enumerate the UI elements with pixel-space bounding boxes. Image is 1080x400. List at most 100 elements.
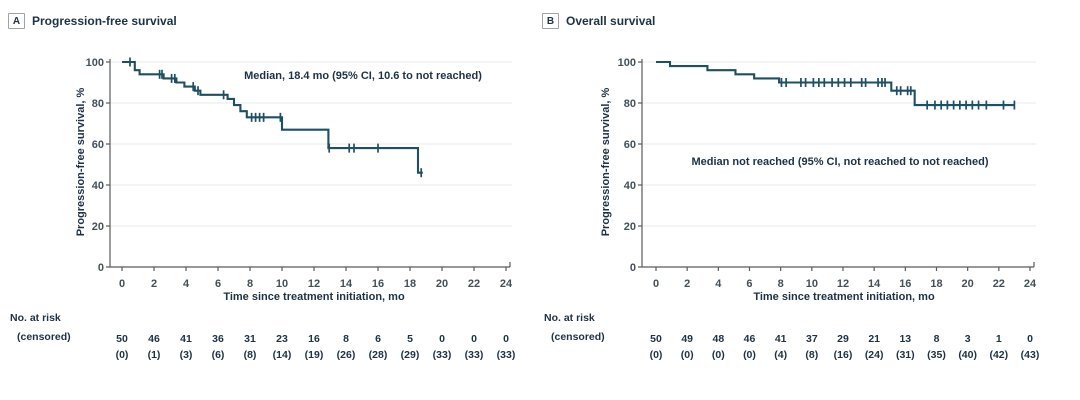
svg-text:14: 14 (340, 278, 353, 290)
svg-text:80: 80 (92, 98, 104, 110)
svg-text:13: 13 (899, 333, 911, 345)
svg-text:100: 100 (86, 57, 104, 69)
svg-text:(35): (35) (927, 349, 946, 361)
svg-text:(14): (14) (273, 349, 292, 361)
panel-b-x-tick-labels: 0 2 4 6 8 10 12 14 16 18 20 22 24 (653, 278, 1037, 290)
svg-text:22: 22 (993, 278, 1005, 290)
svg-text:40: 40 (92, 180, 104, 192)
svg-text:24: 24 (1024, 278, 1037, 290)
svg-text:(28): (28) (369, 349, 388, 361)
svg-text:12: 12 (837, 278, 849, 290)
panel-b-km-curve (656, 60, 1015, 107)
svg-text:(0): (0) (116, 349, 129, 361)
panel-b-no-at-risk-label: No. at risk (544, 312, 595, 324)
svg-text:18: 18 (404, 278, 416, 290)
svg-text:50: 50 (650, 333, 662, 345)
svg-text:8: 8 (343, 333, 349, 345)
panel-a-y-tick-labels: 0 20 40 60 80 100 (86, 57, 104, 274)
svg-text:20: 20 (436, 278, 448, 290)
svg-text:12: 12 (308, 278, 320, 290)
svg-text:0: 0 (630, 262, 636, 274)
svg-text:(26): (26) (337, 349, 356, 361)
svg-text:16: 16 (899, 278, 911, 290)
panel-a-censored-row: (0) (1) (3) (6) (8) (14) (19) (26) (28) (29) (33) (… (116, 349, 516, 361)
svg-text:(0): (0) (712, 349, 725, 361)
svg-text:(6): (6) (212, 349, 225, 361)
svg-text:(29): (29) (401, 349, 420, 361)
panel-a-median-annotation: Median, 18.4 mo (95% CI, 10.6 to not rea… (244, 70, 482, 82)
svg-text:50: 50 (116, 333, 128, 345)
svg-text:37: 37 (806, 333, 818, 345)
svg-text:6: 6 (375, 333, 381, 345)
panel-a-x-tick-labels: 0 2 4 6 8 10 12 14 16 18 20 22 24 (119, 278, 513, 290)
svg-text:20: 20 (624, 221, 636, 233)
panel-a-no-at-risk-label: No. at risk (10, 312, 61, 324)
svg-text:8: 8 (247, 278, 253, 290)
svg-text:46: 46 (744, 333, 756, 345)
svg-text:2: 2 (151, 278, 157, 290)
svg-text:(0): (0) (650, 349, 663, 361)
svg-text:(16): (16) (834, 349, 853, 361)
svg-text:23: 23 (276, 333, 288, 345)
panel-a-title: Progression-free survival (32, 14, 177, 28)
svg-text:1: 1 (996, 333, 1002, 345)
svg-text:29: 29 (837, 333, 849, 345)
svg-text:24: 24 (500, 278, 513, 290)
panel-a-censored-label: (censored) (17, 331, 71, 343)
panel-a-axes (106, 59, 511, 271)
panel-b-median-annotation: Median not reached (95% CI, not reached … (691, 156, 989, 168)
svg-text:31: 31 (244, 333, 256, 345)
svg-text:0: 0 (119, 278, 125, 290)
svg-text:(40): (40) (958, 349, 977, 361)
svg-text:(8): (8) (244, 349, 257, 361)
svg-text:18: 18 (930, 278, 942, 290)
svg-text:20: 20 (92, 221, 104, 233)
svg-text:4: 4 (183, 278, 190, 290)
svg-text:80: 80 (624, 98, 636, 110)
panel-b-at-risk-row: 50 49 48 46 41 37 29 21 13 8 3 1 0 (650, 333, 1033, 345)
svg-text:(4): (4) (774, 349, 787, 361)
svg-text:6: 6 (215, 278, 221, 290)
svg-text:16: 16 (308, 333, 320, 345)
panel-b-censored-row: (0) (0) (0) (0) (4) (8) (16) (24) (31) (35) (40) (4… (650, 349, 1040, 361)
panel-b-gridlines (642, 61, 1036, 227)
svg-text:(33): (33) (433, 349, 452, 361)
svg-text:0: 0 (439, 333, 445, 345)
svg-text:36: 36 (212, 333, 224, 345)
svg-text:41: 41 (180, 333, 192, 345)
svg-text:0: 0 (471, 333, 477, 345)
panel-a-at-risk-row: 50 46 41 36 31 23 16 8 6 5 0 0 0 (116, 333, 509, 345)
svg-text:41: 41 (775, 333, 787, 345)
svg-text:0: 0 (98, 262, 104, 274)
panel-b-x-axis-label: Time since treatment initiation, mo (753, 291, 935, 303)
panel-a-censor-marks (129, 57, 423, 178)
svg-text:21: 21 (868, 333, 880, 345)
svg-text:0: 0 (503, 333, 509, 345)
svg-text:(33): (33) (497, 349, 516, 361)
panel-b-y-axis-label: Progression-free survival, % (600, 87, 612, 237)
svg-text:16: 16 (372, 278, 384, 290)
svg-text:8: 8 (778, 278, 784, 290)
svg-text:20: 20 (962, 278, 974, 290)
svg-text:60: 60 (92, 139, 104, 151)
panel-b-y-tick-labels: 0 20 40 60 80 100 (618, 57, 636, 274)
svg-text:48: 48 (712, 333, 724, 345)
svg-text:10: 10 (276, 278, 288, 290)
panel-b-title: Overall survival (566, 14, 656, 28)
svg-text:40: 40 (624, 180, 636, 192)
panel-b-axes (638, 59, 1035, 271)
svg-text:100: 100 (618, 57, 636, 69)
svg-text:2: 2 (684, 278, 690, 290)
svg-text:46: 46 (148, 333, 160, 345)
panel-b-censor-marks (780, 78, 1016, 110)
svg-text:(8): (8) (805, 349, 818, 361)
svg-text:4: 4 (715, 278, 722, 290)
panel-b-censored-label: (censored) (551, 331, 605, 343)
svg-text:(31): (31) (896, 349, 915, 361)
svg-text:(33): (33) (465, 349, 484, 361)
panel-b-header: B Overall survival (542, 13, 655, 29)
svg-text:(43): (43) (1021, 349, 1040, 361)
svg-text:(3): (3) (180, 349, 193, 361)
